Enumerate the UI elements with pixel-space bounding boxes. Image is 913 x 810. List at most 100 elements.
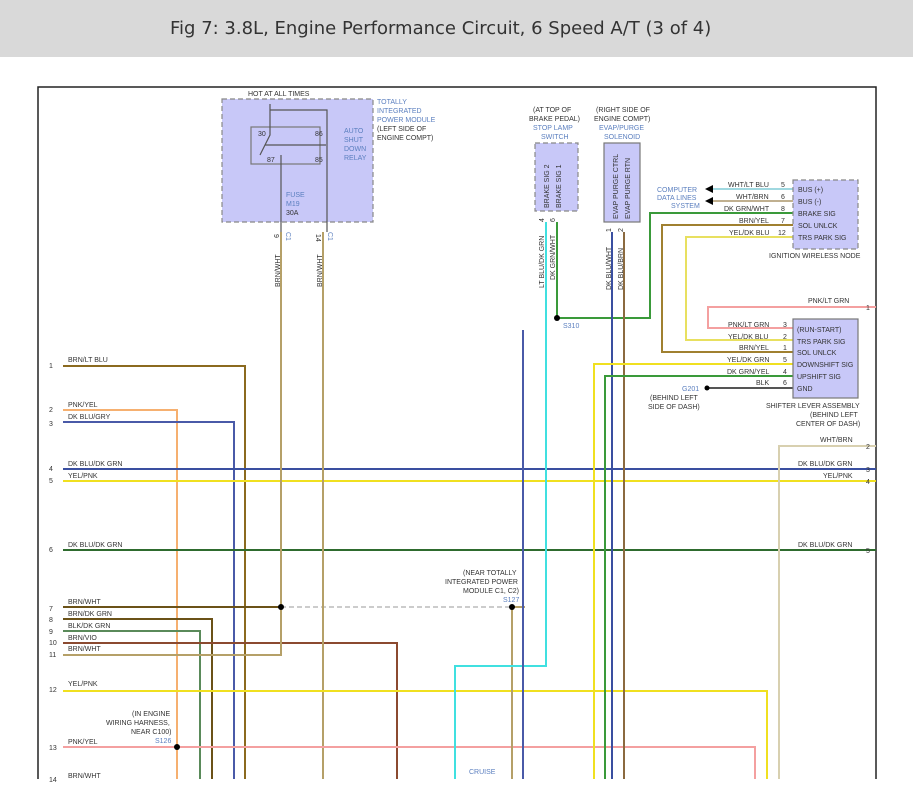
shifter-pins-1-num-label: 2 [783, 334, 787, 341]
shifter-pins-2-wire-label: BRN/YEL [739, 345, 769, 352]
left-pins-11-num-label: 12 [49, 687, 57, 694]
splices-s126-loc-1-label: WIRING HARNESS, [106, 720, 170, 727]
stop-lamp-nums-0-label: 4 [539, 218, 546, 222]
splices-s127-loc-0-label: (NEAR TOTALLY [463, 570, 517, 577]
ign-node-pins-1-num-label: 6 [781, 194, 785, 201]
left-pins-10-num-label: 11 [49, 652, 56, 659]
ign-node-pins-3-wire-label: BRN/YEL [739, 218, 769, 225]
ign-node-pins-1-wire-label: WHT/BRN [736, 194, 769, 201]
page-title: Fig 7: 3.8L, Engine Performance Circuit,… [170, 18, 712, 39]
left-pins-12-num-label: 13 [49, 745, 57, 752]
ign-node-pins-2-sig-label: BRAKE SIG [798, 211, 836, 218]
ign-node-data-lines-0-label: COMPUTER [657, 187, 697, 194]
right-connector-pins: 1 PNK/LT GRN 2 WHT/BRN 3 DK BLU/DK GRN 4 YEL… [798, 298, 870, 555]
left-pins-2-num-label: 3 [49, 421, 53, 428]
left-pins-5-label-label: DK BLU/DK GRN [68, 542, 122, 549]
shifter-name-0-label: SHIFTER LEVER ASSEMBLY [766, 403, 860, 410]
shifter-pins-4-num-label: 4 [783, 369, 787, 376]
left-pins-6-label-label: BRN/WHT [68, 599, 101, 606]
evap-pins-0-label: EVAP PURGE CTRL [613, 154, 620, 219]
wire [778, 445, 876, 779]
tipm-out-1-wire-label: BRN/WHT [317, 254, 324, 287]
arrow-left-icon [705, 185, 713, 205]
ign-node-data-lines-2-label: SYSTEM [671, 203, 700, 210]
ign-node-pins-0-sig-label: BUS (+) [798, 187, 823, 194]
left-pins-7-num-label: 8 [49, 617, 53, 624]
shifter-name-1-label: (BEHIND LEFT [810, 412, 859, 419]
ign-node-pins-4-sig-label: TRS PARK SIG [798, 235, 847, 242]
ign-node-pins-2-num-label: 8 [781, 206, 785, 213]
wire [63, 421, 235, 779]
shifter-pins-3-wire-label: YEL/DK GRN [727, 357, 769, 364]
evap-pins-1-label: EVAP PURGE RTN [625, 158, 632, 219]
ign-node-pins-0-wire-label: WHT/LT BLU [728, 182, 769, 189]
splice-s126 [174, 744, 180, 750]
right-pins-2-label-label: DK BLU/DK GRN [798, 461, 852, 468]
evap-wires-0-label: DK BLU/WHT [606, 246, 613, 290]
right-pins-2-num-label: 3 [866, 467, 870, 474]
ign-node-pins-2-wire-label: DK GRN/WHT [724, 206, 770, 213]
right-pins-0-label-label: PNK/LT GRN [808, 298, 849, 305]
left-pins-0-label-label: BRN/LT BLU [68, 357, 108, 364]
shifter-box [792, 318, 859, 399]
shifter-pins-4-wire-label: DK GRN/YEL [727, 369, 770, 376]
right-pins-0-num-label: 1 [866, 305, 870, 312]
splices-s127-label: S127 [503, 597, 519, 604]
left-pins-3-num-label: 4 [49, 466, 53, 473]
tipm-pins-3-label: 85 [315, 157, 323, 164]
wire [604, 375, 793, 779]
left-pins-5-num-label: 6 [49, 547, 53, 554]
evap-solenoid-box [603, 142, 641, 223]
stop-lamp-name-1-label: SWITCH [541, 134, 569, 141]
tipm-out-1-conn-label: C1 [326, 232, 333, 241]
ign-node-data-lines-1-label: DATA LINES [657, 195, 697, 202]
tipm-relay-0-label: AUTO [344, 128, 364, 135]
cruise-label: CRUISE [469, 769, 496, 776]
shifter-pins-5-num-label: 6 [783, 380, 787, 387]
splice-s127 [509, 604, 515, 610]
left-pins-1-label-label: PNK/YEL [68, 402, 98, 409]
ign-node-pins-1-sig-label: BUS (-) [798, 199, 821, 206]
ign-node-pins-3-num-label: 7 [781, 218, 785, 225]
shifter-pins-0-wire-label: PNK/LT GRN [728, 322, 769, 329]
splices-s126-label: S126 [155, 738, 171, 745]
tipm-name-1-label: INTEGRATED [377, 108, 422, 115]
shifter-pins-1-sig-label: TRS PARK SIG [797, 339, 846, 346]
stop-lamp-wires-1-label: DK GRN/WHT [550, 234, 557, 280]
tipm-loc-0-label: (LEFT SIDE OF [377, 126, 426, 133]
left-pins-3-label-label: DK BLU/DK GRN [68, 461, 122, 468]
evap-wires-1-label: DK BLU/BRN [618, 248, 625, 290]
evap-nums-1-label: 2 [618, 228, 625, 232]
shifter-pins-0-num-label: 3 [783, 322, 787, 329]
wire [707, 306, 876, 329]
splices-s127-loc-2-label: MODULE C1, C2) [463, 588, 519, 595]
splices: S310 (NEAR TOTALLY INTEGRATED POWER MODU… [106, 315, 710, 776]
tipm-pins-0-label: 30 [258, 131, 266, 138]
shifter-pins-5-sig-label: GND [797, 386, 813, 393]
left-pins-4-label-label: YEL/PNK [68, 473, 98, 480]
wire [63, 365, 246, 779]
splice-s310 [554, 315, 560, 321]
tipm-relay-3-label: RELAY [344, 155, 367, 162]
evap-purge-solenoid: (RIGHT SIDE OF ENGINE COMPT) EVAP/PURGE … [594, 107, 650, 290]
stop-lamp-pins-0-label: BRAKE SIG 2 [544, 164, 551, 208]
evap-name-0-label: EVAP/PURGE [599, 125, 644, 132]
left-pins-4-num-label: 5 [49, 478, 53, 485]
left-pins-13-num-label: 14 [49, 777, 57, 784]
right-pins-4-num-label: 5 [866, 548, 870, 555]
wire [63, 642, 398, 779]
wire [63, 618, 213, 779]
right-pins-3-label-label: YEL/PNK [823, 473, 853, 480]
left-connector-pins: 1 BRN/LT BLU 2 PNK/YEL 3 DK BLU/GRY 4 DK BLU… [49, 357, 122, 784]
title-bar: Fig 7: 3.8L, Engine Performance Circuit,… [0, 0, 913, 57]
shifter-pins-3-sig-label: DOWNSHIFT SIG [797, 362, 853, 369]
stop-lamp-wires-0-label: LT BLU/DK GRN [539, 236, 546, 288]
right-pins-3-num-label: 4 [866, 479, 870, 486]
tipm-amps-label: 30A [286, 210, 299, 217]
evap-loc-0-label: (RIGHT SIDE OF [596, 107, 650, 114]
wire [63, 690, 768, 779]
evap-nums-0-label: 1 [606, 228, 613, 232]
left-pins-9-label-label: BRN/VIO [68, 635, 97, 642]
left-pins-0-num-label: 1 [49, 363, 53, 370]
